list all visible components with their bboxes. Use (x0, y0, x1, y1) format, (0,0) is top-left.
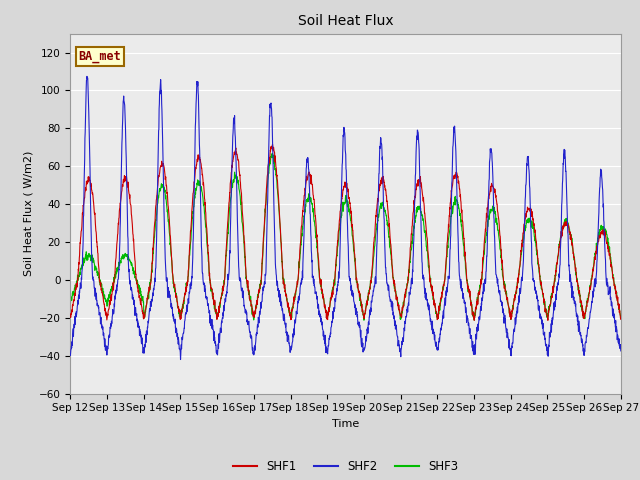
Title: Soil Heat Flux: Soil Heat Flux (298, 14, 394, 28)
X-axis label: Time: Time (332, 419, 359, 429)
SHF1 (374, 196, 381, 202)
SHF3 (362, 305, 370, 311)
SHF1 (67, 312, 74, 317)
SHF3 (617, 315, 625, 321)
SHF1 (220, 281, 228, 287)
SHF3 (569, 245, 577, 251)
SHF3 (220, 282, 228, 288)
SHF3 (506, 312, 514, 317)
SHF3 (584, 296, 592, 302)
SHF3 (268, 151, 276, 156)
Y-axis label: Soil Heat Flux ( W/m2): Soil Heat Flux ( W/m2) (23, 151, 33, 276)
SHF1 (269, 142, 276, 147)
SHF1 (584, 299, 592, 304)
SHF2 (617, 348, 625, 354)
SHF2 (177, 357, 184, 362)
SHF2 (67, 353, 74, 359)
Line: SHF2: SHF2 (70, 76, 621, 360)
SHF2 (362, 334, 370, 339)
SHF3 (67, 302, 74, 308)
Legend: SHF1, SHF2, SHF3: SHF1, SHF2, SHF3 (228, 455, 463, 478)
SHF1 (569, 243, 577, 249)
SHF2 (506, 346, 514, 351)
SHF1 (617, 315, 625, 321)
SHF1 (362, 308, 369, 314)
Line: SHF1: SHF1 (70, 144, 621, 320)
SHF1 (506, 306, 513, 312)
SHF2 (83, 73, 91, 79)
SHF2 (374, 205, 381, 211)
Line: SHF3: SHF3 (70, 154, 621, 320)
SHF1 (544, 317, 552, 323)
Text: BA_met: BA_met (79, 50, 122, 63)
SHF2 (569, 291, 577, 297)
SHF3 (360, 317, 367, 323)
SHF3 (374, 218, 381, 224)
SHF2 (221, 304, 228, 310)
SHF2 (584, 326, 592, 332)
